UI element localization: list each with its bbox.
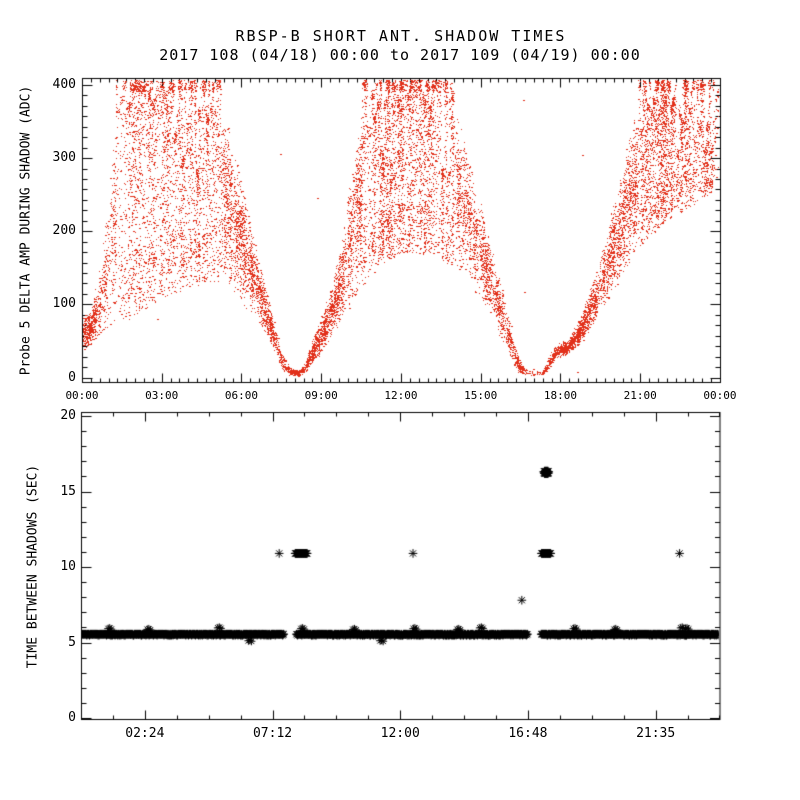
x-tick-label: 21:35: [636, 726, 676, 741]
chart-subtitle: 2017 108 (04/18) 00:00 to 2017 109 (04/1…: [159, 46, 641, 64]
x-tick-label: 18:00: [543, 389, 578, 402]
x-tick-label: 12:00: [384, 389, 418, 402]
x-tick-label: 07:12: [252, 726, 293, 741]
x-tick-label: 02:24: [125, 726, 165, 741]
y-tick-label: 15: [60, 483, 76, 499]
chart-title: RBSP-B SHORT ANT. SHADOW TIMES: [235, 27, 567, 45]
y-tick-label: 400: [52, 77, 76, 92]
y-tick-label: 300: [52, 150, 76, 166]
y-tick-label: 0: [68, 369, 76, 385]
x-tick-label: 00:00: [65, 389, 99, 402]
x-tick-label: 00:00: [703, 389, 737, 402]
x-tick-label: 21:00: [623, 389, 657, 402]
y-tick-label: 20: [60, 408, 76, 423]
y-tick-label: 10: [60, 559, 76, 574]
x-tick-label: 06:00: [224, 389, 259, 402]
x-tick-label: 09:00: [304, 389, 338, 402]
y-tick-label: 100: [52, 296, 76, 312]
y-tick-label: 5: [68, 634, 76, 650]
x-tick-label: 16:48: [508, 726, 548, 741]
y-tick-label: 200: [52, 223, 76, 239]
x-tick-label: 03:00: [145, 389, 179, 402]
y-tick-label: 0: [68, 710, 76, 725]
y-axis-label-top-panel: Probe 5 DELTA AMP DURING SHADOW (ADC): [18, 85, 34, 376]
x-tick-label: 15:00: [464, 389, 498, 402]
x-tick-label: 12:00: [380, 726, 420, 741]
